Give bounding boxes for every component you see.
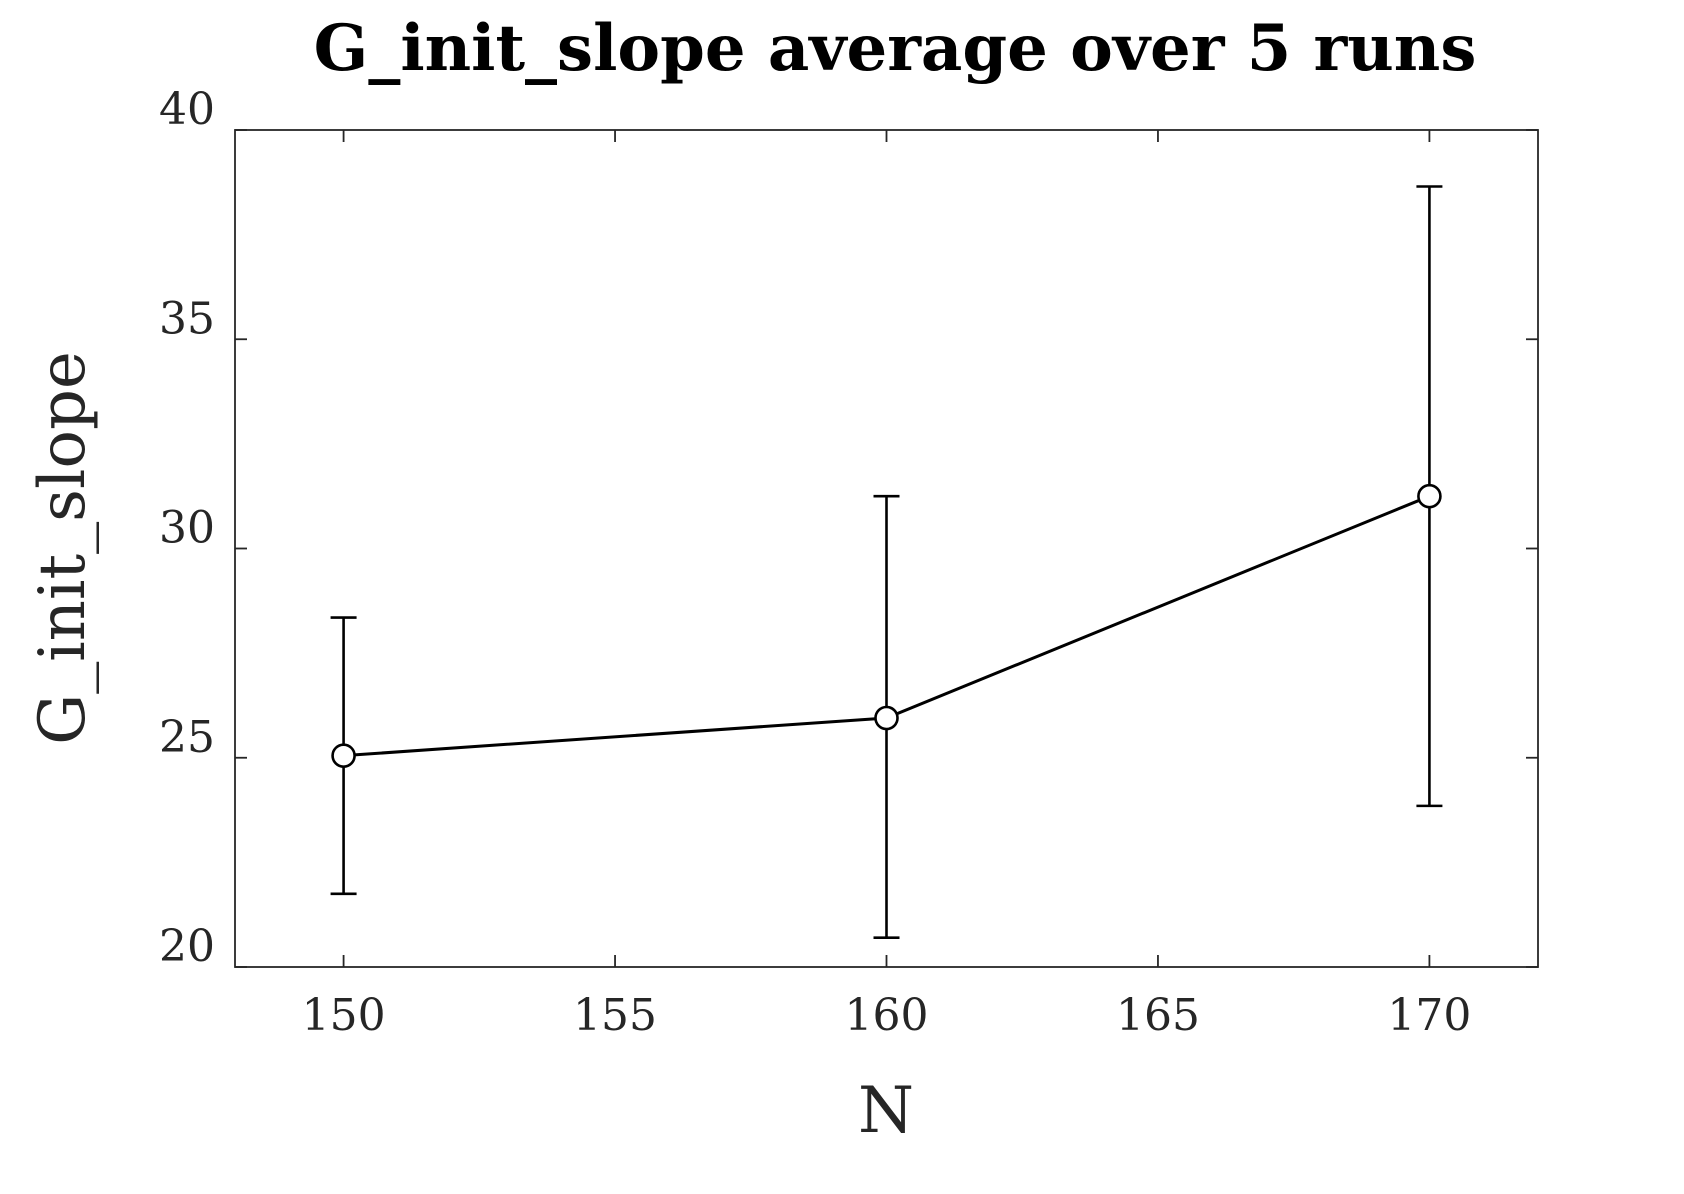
x-tick-labels: 150 155 160 165 170 xyxy=(302,990,1472,1041)
data-point xyxy=(874,705,899,731)
chart-title: G_init_slope average over 5 runs xyxy=(314,11,1477,86)
data-point xyxy=(1417,483,1442,509)
data-point xyxy=(331,743,356,768)
x-axis-label: N xyxy=(858,1074,914,1148)
x-tick-label: 160 xyxy=(845,990,929,1041)
x-tick-label: 170 xyxy=(1387,990,1471,1041)
x-tick-label: 155 xyxy=(573,990,657,1041)
y-tick-label: 20 xyxy=(159,921,215,972)
plot-frame xyxy=(234,129,1539,968)
x-tick-label: 165 xyxy=(1116,990,1200,1041)
data-layer xyxy=(330,185,1443,940)
y-tick-label: 40 xyxy=(159,84,215,135)
y-tick-label: 35 xyxy=(159,293,215,344)
x-tick-label: 150 xyxy=(302,990,386,1041)
y-axis-label: G_init_slope xyxy=(26,351,100,745)
y-tick-label: 25 xyxy=(159,712,215,763)
y-tick-labels: 20 25 30 35 40 xyxy=(159,84,215,972)
y-tick-label: 30 xyxy=(159,503,215,554)
